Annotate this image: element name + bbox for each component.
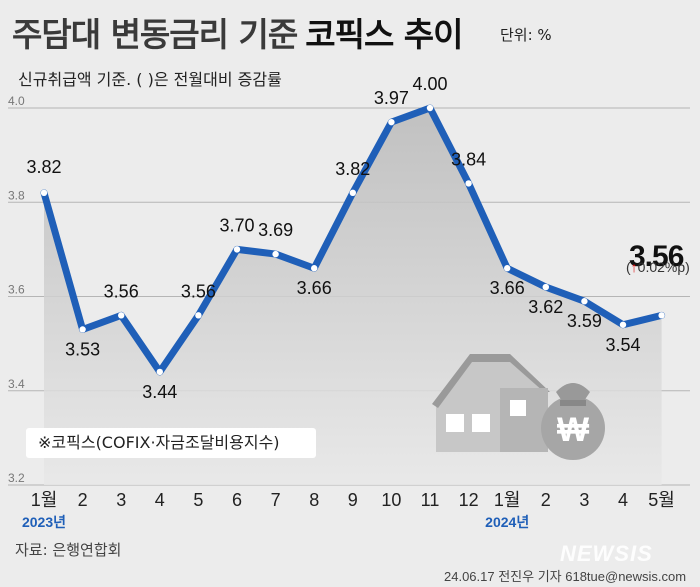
change-open-paren: ( bbox=[626, 259, 631, 275]
y-tick-label: 3.6 bbox=[8, 283, 25, 297]
x-tick-label: 5월 bbox=[648, 490, 675, 510]
data-label: 3.66 bbox=[490, 278, 525, 298]
data-point bbox=[79, 326, 86, 333]
data-label: 4.00 bbox=[412, 74, 447, 94]
x-tick-label: 7 bbox=[271, 490, 281, 510]
y-tick-label: 4.0 bbox=[8, 94, 25, 108]
x-tick-label: 2 bbox=[78, 490, 88, 510]
data-label: 3.44 bbox=[142, 382, 177, 402]
title-main: 주담대 변동금리 기준 bbox=[12, 15, 298, 54]
data-point bbox=[542, 283, 549, 291]
title: 주담대 변동금리 기준 코픽스 추이 bbox=[12, 8, 464, 56]
data-point bbox=[156, 368, 163, 376]
year-label: 2023년 bbox=[22, 514, 66, 530]
subtitle: 신규취급액 기준. ( )은 전월대비 증감률 bbox=[18, 70, 282, 89]
x-tick-label: 9 bbox=[348, 490, 358, 510]
data-label: 3.62 bbox=[528, 297, 563, 317]
up-arrow-icon: ↑ bbox=[630, 259, 638, 275]
x-tick-label: 3 bbox=[116, 490, 126, 510]
data-label: 3.66 bbox=[297, 278, 332, 298]
data-label: 3.97 bbox=[374, 88, 409, 108]
x-tick-label: 3 bbox=[579, 490, 589, 510]
data-point bbox=[388, 118, 395, 126]
money-bag-icon: ₩ bbox=[541, 383, 605, 460]
title-strong: 코픽스 추이 bbox=[305, 15, 463, 54]
x-tick-label: 10 bbox=[381, 490, 401, 510]
x-tick-label: 5 bbox=[193, 490, 203, 510]
data-label: 3.70 bbox=[219, 215, 254, 235]
data-label: 3.69 bbox=[258, 220, 293, 240]
data-label: 3.59 bbox=[567, 311, 602, 331]
x-tick-label: 4 bbox=[155, 490, 165, 510]
x-tick-label: 4 bbox=[618, 490, 628, 510]
last-change-label: (↑0.02%p) bbox=[626, 259, 690, 275]
x-tick-label: 1월 bbox=[31, 490, 58, 510]
data-point bbox=[233, 246, 241, 253]
x-tick-label: 6 bbox=[232, 490, 242, 510]
unit-label: 단위: % bbox=[500, 26, 552, 44]
data-point bbox=[272, 250, 279, 258]
data-label: 3.82 bbox=[26, 157, 61, 177]
note-box: ※코픽스(COFIX·자금조달비용지수) bbox=[26, 428, 316, 458]
data-label: 3.82 bbox=[335, 159, 370, 179]
y-tick-label: 3.8 bbox=[8, 188, 25, 202]
data-label: 3.84 bbox=[451, 149, 486, 169]
y-tick-label: 3.4 bbox=[8, 377, 25, 391]
data-point bbox=[311, 265, 318, 272]
data-point bbox=[619, 321, 627, 328]
credit-text: 24.06.17 전진우 기자 618tue@newsis.com bbox=[444, 569, 687, 584]
data-label: 3.53 bbox=[65, 339, 100, 359]
data-label: 3.56 bbox=[104, 281, 139, 301]
data-label: 3.54 bbox=[605, 335, 640, 355]
x-tick-label: 8 bbox=[309, 490, 319, 510]
year-label: 2024년 bbox=[485, 514, 529, 530]
watermark-logo: NEWSIS bbox=[560, 541, 653, 566]
y-tick-label: 3.2 bbox=[8, 471, 25, 485]
last-value-label: 3.56 bbox=[629, 240, 684, 273]
data-label: 3.56 bbox=[181, 281, 216, 301]
change-value: 0.02%p bbox=[637, 259, 686, 275]
svg-text:₩: ₩ bbox=[557, 411, 590, 449]
data-point bbox=[195, 312, 202, 319]
change-close-paren: ) bbox=[685, 259, 690, 275]
data-point bbox=[118, 312, 125, 319]
x-tick-label: 11 bbox=[421, 490, 440, 510]
house-icon bbox=[432, 354, 550, 452]
data-point bbox=[349, 189, 356, 197]
data-point bbox=[658, 312, 665, 319]
data-point bbox=[504, 265, 511, 272]
x-tick-label: 12 bbox=[459, 490, 479, 510]
data-point bbox=[426, 104, 434, 112]
data-point bbox=[465, 180, 472, 187]
x-tick-label: 1월 bbox=[494, 490, 521, 510]
source-text: 자료: 은행연합회 bbox=[15, 541, 122, 559]
data-point bbox=[40, 189, 48, 197]
x-tick-label: 2 bbox=[541, 490, 551, 510]
data-point bbox=[581, 298, 588, 305]
